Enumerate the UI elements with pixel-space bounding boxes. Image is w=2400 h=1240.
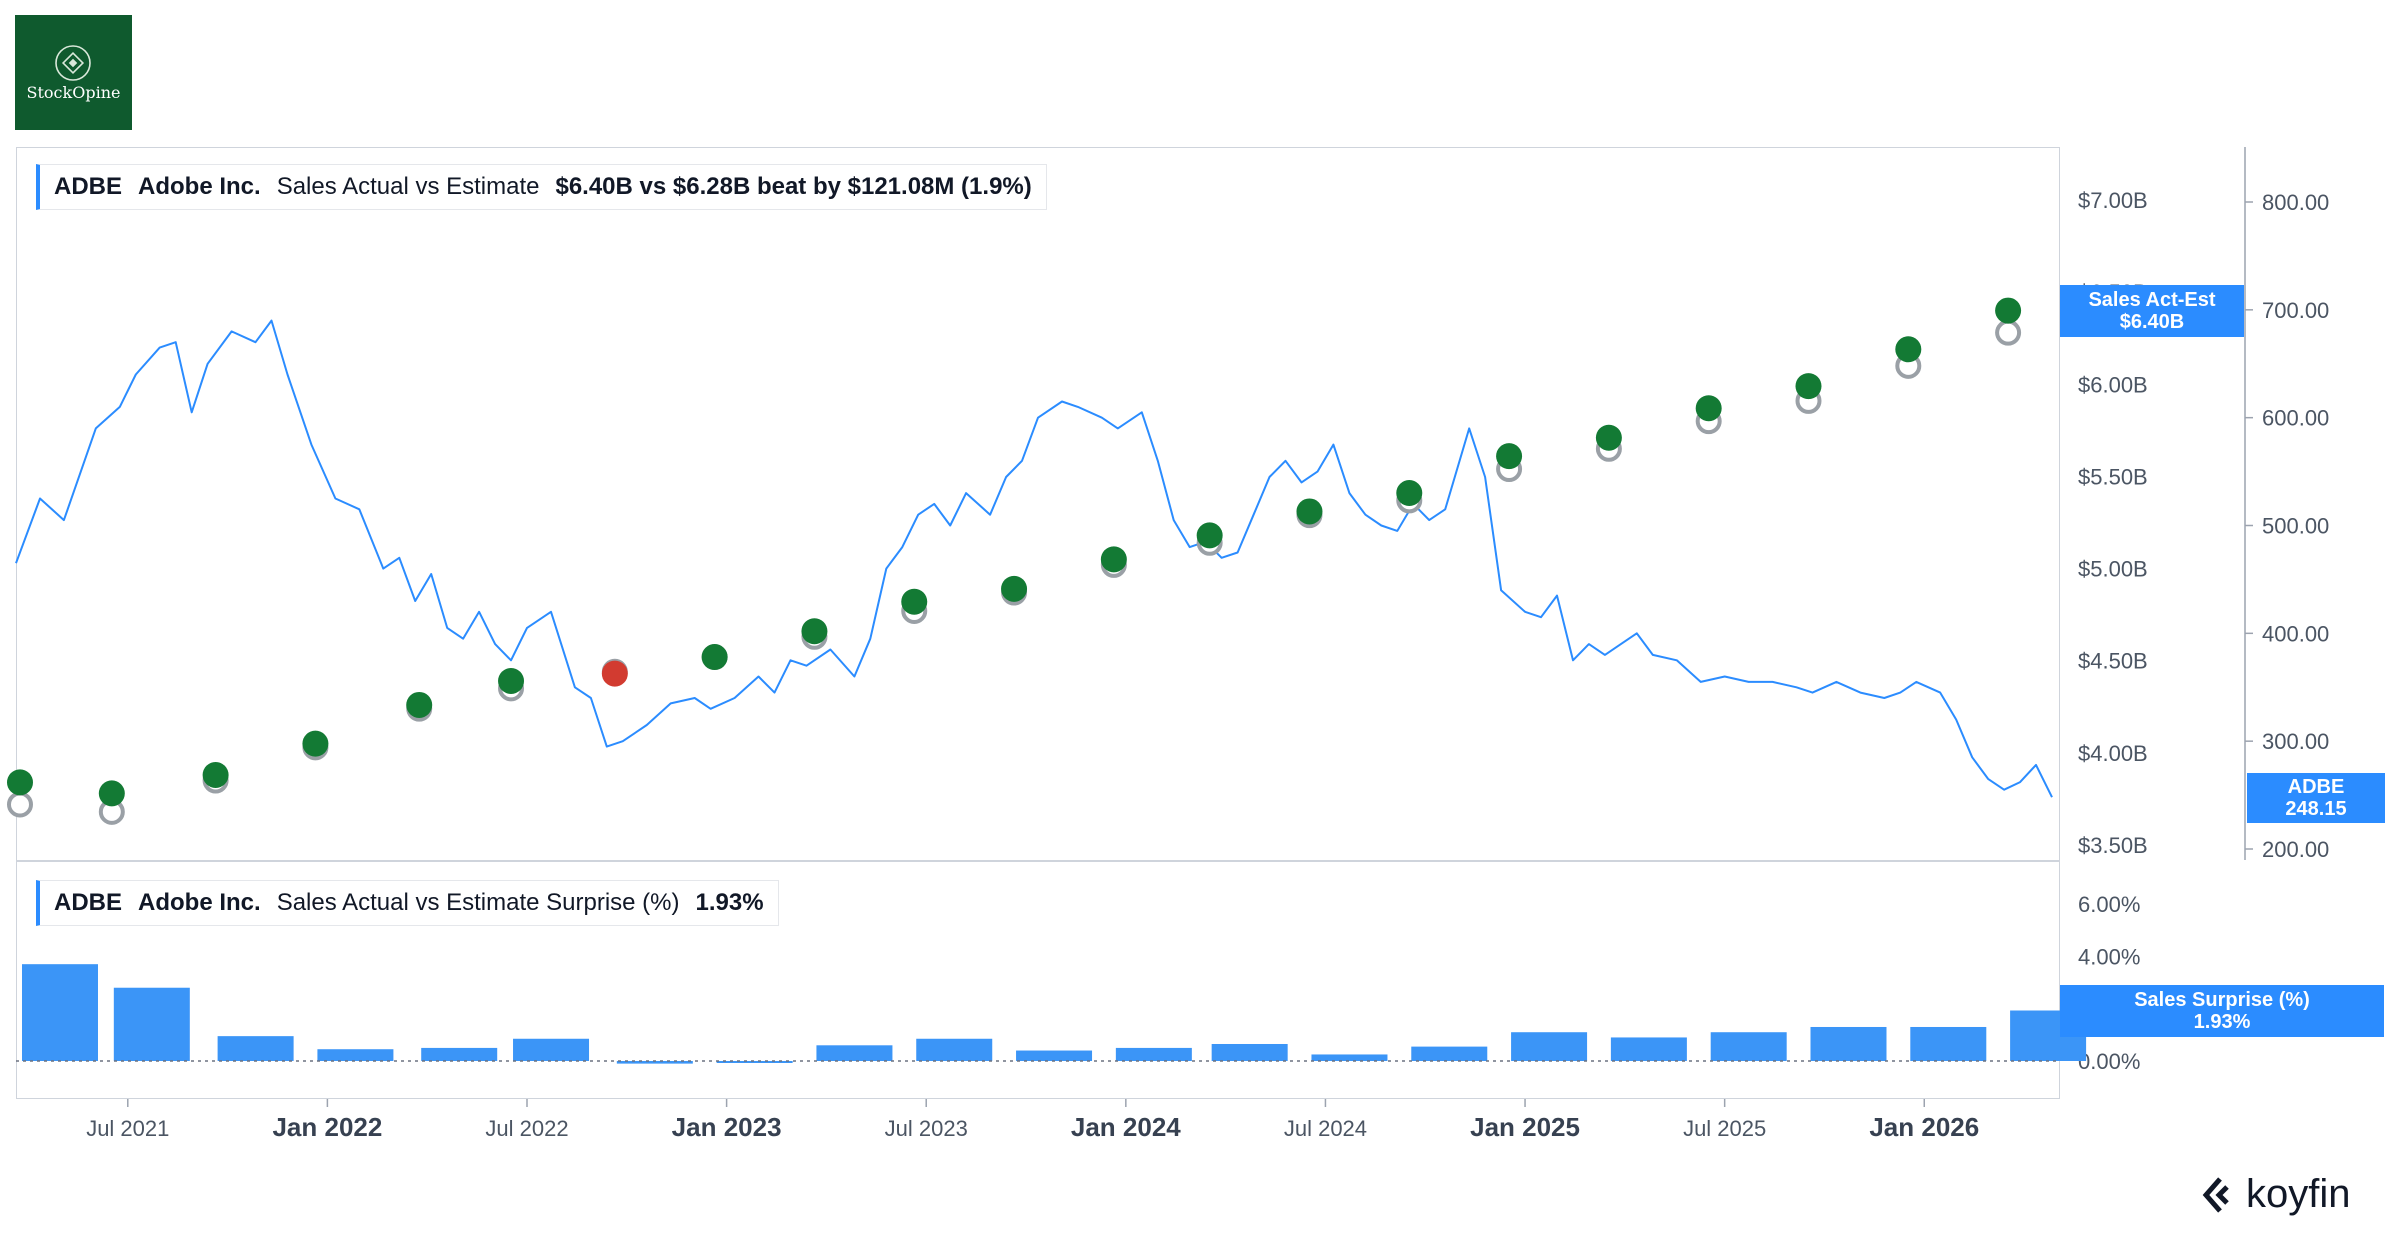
price-axis-tick: 200.00 xyxy=(2262,837,2329,862)
actual-beat-marker xyxy=(1895,336,1922,363)
actual-beat-marker xyxy=(1196,522,1223,549)
x-axis-tick: Jan 2025 xyxy=(1470,1112,1580,1142)
actual-beat-marker xyxy=(406,691,433,718)
price-axis-tick: 700.00 xyxy=(2262,298,2329,323)
surprise-bar xyxy=(1810,1026,1887,1061)
x-axis-tick: Jan 2026 xyxy=(1869,1112,1979,1142)
stockopine-logo: StockOpine xyxy=(15,15,132,130)
actual-beat-marker xyxy=(801,618,828,645)
surprise-bar xyxy=(1311,1054,1388,1061)
surprise-bar xyxy=(716,1061,793,1063)
actual-beat-marker xyxy=(6,769,33,796)
sales-axis-tick: $6.00B xyxy=(2078,372,2148,397)
legend-ticker: ADBE xyxy=(54,173,123,200)
sales-last-value-tag: Sales Act-Est $6.40B xyxy=(2060,285,2244,337)
adbe-price-line xyxy=(15,319,2053,798)
tag-label: ADBE xyxy=(2287,776,2345,798)
surprise-axis-tick: 0.00% xyxy=(2078,1049,2140,1074)
legend-ticker: ADBE xyxy=(54,889,123,916)
tag-value: $6.40B xyxy=(2119,311,2185,333)
sales-axis-tick: $7.00B xyxy=(2078,188,2148,213)
actual-beat-marker xyxy=(1296,498,1323,525)
koyfin-logo-icon xyxy=(2202,1176,2229,1213)
x-axis-tick: Jul 2023 xyxy=(885,1116,968,1141)
tag-label: Sales Surprise (%) xyxy=(2134,989,2310,1011)
surprise-bar xyxy=(217,1036,294,1061)
surprise-bar xyxy=(1411,1046,1488,1061)
x-axis-tick: Jul 2022 xyxy=(485,1116,568,1141)
surprise-panel xyxy=(16,861,2060,1099)
logo-text: StockOpine xyxy=(26,83,121,102)
koyfin-text: koyfin xyxy=(2246,1172,2351,1216)
price-last-value-tag: ADBE 248.15 xyxy=(2247,773,2385,823)
surprise-bar xyxy=(513,1038,590,1061)
price-axis-tick: 300.00 xyxy=(2262,729,2329,754)
actual-beat-marker xyxy=(1995,297,2022,324)
surprise-bar xyxy=(113,987,190,1061)
actual-beat-marker xyxy=(1100,546,1127,573)
legend-company: Adobe Inc. xyxy=(138,173,261,200)
sales-price-panel xyxy=(16,147,2060,861)
sales-axis-tick: $4.50B xyxy=(2078,649,2148,674)
actual-beat-marker xyxy=(1001,575,1028,602)
sales-axis-tick: $5.00B xyxy=(2078,557,2148,582)
surprise-bar xyxy=(1910,1026,1987,1061)
surprise-bar xyxy=(1211,1043,1288,1061)
tag-value: 248.15 xyxy=(2285,798,2347,820)
surprise-bar xyxy=(1511,1032,1588,1061)
surprise-bar xyxy=(1710,1032,1787,1061)
sales-axis-tick: $5.50B xyxy=(2078,464,2148,489)
x-axis-tick: Jan 2022 xyxy=(272,1112,382,1142)
surprise-last-value-tag: Sales Surprise (%) 1.93% xyxy=(2060,985,2384,1037)
legend-value: $6.40B vs $6.28B beat by $121.08M (1.9%) xyxy=(555,173,1032,200)
actual-beat-marker xyxy=(302,730,329,757)
surprise-bar xyxy=(1016,1050,1093,1061)
surprise-bar xyxy=(421,1047,498,1061)
actual-beat-marker xyxy=(701,644,728,671)
price-axis-tick: 500.00 xyxy=(2262,514,2329,539)
surprise-bar xyxy=(317,1049,394,1061)
actual-beat-marker xyxy=(901,588,928,615)
actual-miss-marker xyxy=(601,660,628,687)
price-axis-tick: 400.00 xyxy=(2262,621,2329,646)
actual-beat-marker xyxy=(98,780,125,807)
surprise-axis-tick: 6.00% xyxy=(2078,892,2140,917)
sales-axis-tick: $4.00B xyxy=(2078,741,2148,766)
price-axis-tick: 800.00 xyxy=(2262,190,2329,215)
diamond-icon xyxy=(55,45,91,81)
estimate-marker xyxy=(1995,319,2022,346)
actual-beat-marker xyxy=(1695,395,1722,422)
sales-legend[interactable]: ADBE Adobe Inc. Sales Actual vs Estimate… xyxy=(36,164,1047,210)
legend-metric: Sales Actual vs Estimate xyxy=(276,173,540,200)
x-axis-tick: Jul 2024 xyxy=(1284,1116,1367,1141)
surprise-bar xyxy=(1115,1047,1192,1061)
tag-label: Sales Act-Est xyxy=(2088,289,2216,311)
surprise-bar xyxy=(1610,1037,1687,1061)
koyfin-brand: koyfin xyxy=(2200,1172,2351,1217)
surprise-bar xyxy=(616,1061,693,1064)
legend-company: Adobe Inc. xyxy=(138,889,261,916)
actual-beat-marker xyxy=(1496,443,1523,470)
legend-value: 1.93% xyxy=(695,889,764,916)
actual-beat-marker xyxy=(1396,480,1423,507)
x-axis-tick: Jul 2021 xyxy=(86,1116,169,1141)
estimate-marker xyxy=(6,791,33,818)
sales-axis-tick: $3.50B xyxy=(2078,833,2148,858)
x-axis-tick: Jul 2025 xyxy=(1683,1116,1766,1141)
x-axis-tick: Jan 2023 xyxy=(672,1112,782,1142)
surprise-legend[interactable]: ADBE Adobe Inc. Sales Actual vs Estimate… xyxy=(36,880,779,926)
actual-beat-marker xyxy=(498,667,525,694)
tag-value: 1.93% xyxy=(2193,1011,2251,1033)
actual-beat-marker xyxy=(1595,424,1622,451)
actual-beat-marker xyxy=(202,761,229,788)
price-axis-tick: 600.00 xyxy=(2262,406,2329,431)
actual-beat-marker xyxy=(1795,373,1822,400)
legend-metric: Sales Actual vs Estimate Surprise (%) xyxy=(276,889,680,916)
surprise-bar xyxy=(21,964,98,1061)
x-axis-tick: Jan 2024 xyxy=(1071,1112,1181,1142)
surprise-bar xyxy=(916,1038,993,1061)
surprise-bar xyxy=(816,1045,893,1061)
surprise-axis-tick: 4.00% xyxy=(2078,944,2140,969)
